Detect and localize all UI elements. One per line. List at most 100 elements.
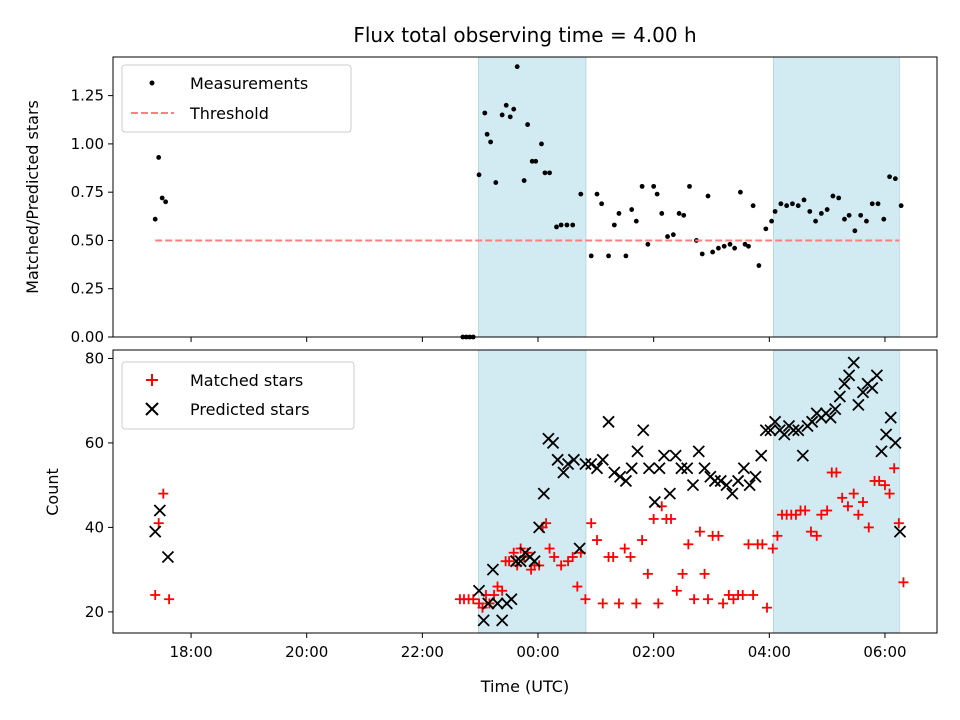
matched-stars-point [164, 594, 175, 605]
matched-stars-point [671, 585, 682, 596]
predicted-stars-point [889, 436, 902, 450]
matched-stars-point [666, 513, 677, 524]
measurements-point [842, 216, 847, 222]
y-tick-label: 0.75 [71, 183, 104, 201]
matched-stars-point [504, 556, 515, 567]
matched-stars-point [608, 551, 619, 562]
predicted-stars-point [590, 462, 604, 475]
matched-stars-point [642, 568, 653, 579]
predicted-stars-point [642, 462, 656, 475]
measurements-point [521, 178, 527, 183]
measurements-point [681, 212, 687, 218]
y-tick-label: 1.25 [71, 87, 104, 105]
measurements-point [503, 102, 509, 108]
matched-stars-point [842, 501, 853, 512]
legend: Matched stars Predicted stars [121, 361, 355, 430]
predicted-stars-point [561, 457, 575, 471]
x-tick-label: 22:00 [401, 643, 444, 661]
shaded-intervals [478, 349, 900, 634]
measurements-point [892, 176, 898, 182]
measurements-point [611, 222, 617, 228]
measurements-point [727, 241, 733, 247]
bottom-panel: 18:00 20:00 22:00 00:00 02:00 04:00 06:00 20 40 6… [43, 349, 938, 696]
predicted-stars-point [714, 474, 727, 488]
matched-stars-point [597, 598, 608, 609]
measurements-point [482, 110, 488, 116]
predicted-stars-point [631, 445, 644, 458]
x-tick-label: 20:00 [285, 643, 328, 661]
measurements-point [705, 193, 711, 199]
predicted-stars-point [657, 449, 671, 462]
matched-stars-point [703, 594, 714, 605]
predicted-stars-point [537, 487, 550, 500]
measurements-point [529, 158, 535, 164]
matched-stars-point [848, 488, 859, 499]
legend-label-predicted-stars: Predicted stars [190, 400, 310, 419]
predicted-stars-point [653, 462, 666, 475]
predicted-stars-point [669, 449, 682, 462]
predicted-stars-point [847, 356, 860, 369]
matched-stars-point [757, 539, 768, 550]
y-axis-label: Matched/Predicted stars [23, 100, 42, 294]
predicted-stars-point [824, 411, 837, 424]
measurements-point [159, 195, 165, 201]
predicted-stars-point [533, 521, 546, 534]
predicted-stars-point [596, 453, 609, 466]
top-panel: 0.00 0.25 0.50 0.75 1.00 1.25 Matched/Predict… [23, 56, 938, 346]
matched-stars-point [677, 568, 688, 579]
matched-stars-point [648, 513, 659, 524]
measurements-point [665, 234, 670, 239]
predicted-stars-point [796, 449, 809, 462]
predicted-stars-point [787, 424, 800, 437]
predicted-stars-point [546, 436, 560, 450]
matched-stars-point [718, 598, 729, 609]
predicted-stars-point [579, 457, 592, 471]
measurements-point [824, 207, 830, 212]
predicted-stars-point [731, 474, 745, 488]
predicted-stars-point [755, 449, 768, 462]
y-tick-label: 80 [85, 349, 104, 367]
predicted-stars-point [852, 398, 865, 412]
shaded-intervals [478, 56, 900, 338]
predicted-stars-point [764, 424, 777, 437]
x-tick-label: 04:00 [748, 643, 791, 661]
predicted-stars-point [153, 504, 166, 517]
measurements-point [570, 222, 576, 228]
legend-label-matched-stars: Matched stars [190, 371, 303, 390]
predicted-stars-point [514, 555, 527, 568]
predicted-stars-point [551, 453, 564, 466]
measurements-point [514, 64, 520, 70]
matched-stars-point [544, 543, 555, 554]
measurements-point [807, 209, 813, 214]
measurements-point [699, 251, 705, 257]
matched-stars-point [653, 598, 664, 609]
matched-stars-point [737, 589, 748, 600]
predicted-stars-point [833, 390, 846, 403]
measurements-point [670, 232, 676, 238]
measurements-point [539, 141, 544, 147]
matched-stars-point [879, 480, 890, 491]
measurements-point [163, 199, 169, 205]
matched-stars-point [853, 509, 864, 520]
measurements-point [732, 245, 738, 251]
measurements-point [846, 212, 852, 218]
matched-stars-point [699, 568, 710, 579]
matched-stars-point [683, 539, 694, 550]
plot-area-marks [149, 356, 909, 627]
predicted-stars-point [805, 415, 819, 428]
x-tick-label: 00:00 [516, 643, 559, 661]
shaded-interval-1 [773, 349, 900, 634]
measurements-point [476, 172, 482, 178]
measurements-point [547, 170, 552, 176]
matched-stars-point [767, 543, 778, 554]
matched-stars-point [694, 526, 705, 537]
measurements-point [156, 155, 162, 160]
measurements-point [542, 170, 548, 176]
measurements-point [756, 263, 762, 268]
measurements-point [818, 211, 824, 216]
predicted-stars-point [573, 542, 586, 555]
measurements-point [525, 122, 531, 127]
legend-label-measurements: Measurements [190, 74, 308, 93]
matched-stars-point [772, 530, 783, 541]
measurements-point [645, 241, 651, 247]
